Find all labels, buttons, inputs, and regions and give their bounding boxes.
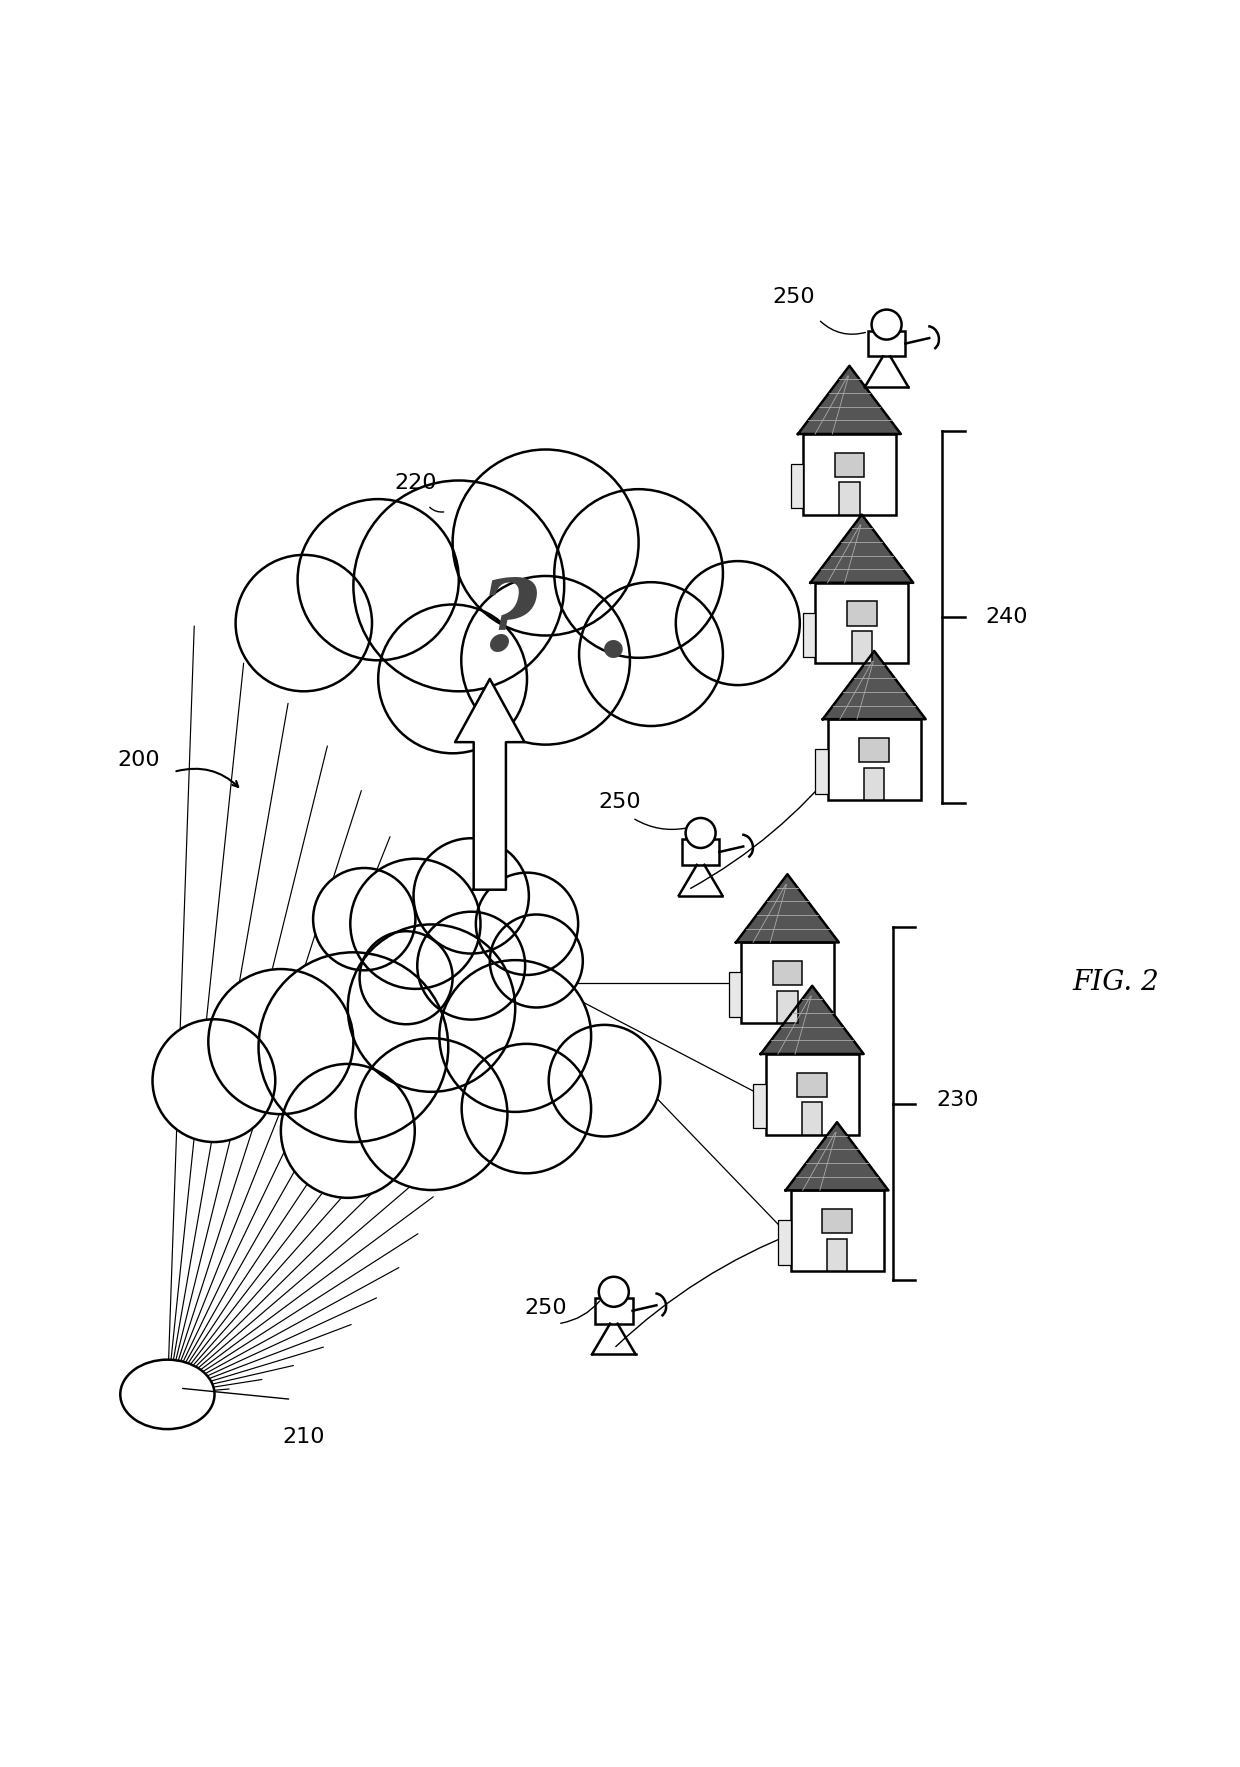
Circle shape xyxy=(872,309,901,339)
Ellipse shape xyxy=(120,1359,215,1430)
Circle shape xyxy=(312,868,415,970)
Circle shape xyxy=(298,498,459,661)
Circle shape xyxy=(439,959,591,1111)
Circle shape xyxy=(549,1025,660,1136)
Bar xyxy=(816,583,908,663)
Circle shape xyxy=(490,915,583,1007)
Text: 250: 250 xyxy=(599,792,641,811)
Circle shape xyxy=(413,838,529,954)
Bar xyxy=(802,1103,822,1134)
Bar xyxy=(777,991,797,1023)
Text: .: . xyxy=(596,581,631,679)
Circle shape xyxy=(356,1039,507,1189)
Text: ?: ? xyxy=(479,574,538,671)
Bar xyxy=(839,482,859,514)
Bar xyxy=(868,330,905,357)
Bar xyxy=(682,839,719,864)
Text: 220: 220 xyxy=(394,474,436,493)
Circle shape xyxy=(461,576,630,744)
Bar xyxy=(852,631,872,663)
Bar xyxy=(827,1239,847,1270)
Polygon shape xyxy=(799,366,900,435)
Circle shape xyxy=(351,859,481,990)
Bar xyxy=(804,435,895,514)
Circle shape xyxy=(476,873,578,975)
Bar xyxy=(864,767,884,800)
Text: 230: 230 xyxy=(936,1090,978,1110)
Bar xyxy=(859,739,889,762)
Circle shape xyxy=(554,489,723,657)
Polygon shape xyxy=(455,679,525,891)
Circle shape xyxy=(378,604,527,753)
Text: 240: 240 xyxy=(986,606,1028,627)
Circle shape xyxy=(347,924,516,1092)
Bar xyxy=(847,601,877,626)
Circle shape xyxy=(208,968,353,1115)
Circle shape xyxy=(280,1064,414,1198)
Circle shape xyxy=(579,581,723,726)
Text: 250: 250 xyxy=(525,1297,567,1318)
Polygon shape xyxy=(761,986,863,1053)
Bar xyxy=(822,1209,852,1233)
Bar xyxy=(754,1085,766,1129)
Circle shape xyxy=(353,481,564,691)
Circle shape xyxy=(258,952,449,1141)
Polygon shape xyxy=(786,1122,888,1191)
Circle shape xyxy=(686,818,715,848)
Bar xyxy=(742,942,835,1023)
Bar xyxy=(766,1053,858,1134)
Circle shape xyxy=(236,555,372,691)
Bar xyxy=(797,1073,827,1097)
Bar xyxy=(816,749,828,793)
Bar xyxy=(804,613,816,657)
Bar xyxy=(779,1221,791,1265)
Bar xyxy=(791,465,804,509)
Circle shape xyxy=(676,562,800,686)
Circle shape xyxy=(461,1044,591,1173)
Text: 200: 200 xyxy=(118,749,160,769)
Bar xyxy=(835,452,864,477)
Polygon shape xyxy=(737,875,838,942)
Bar xyxy=(595,1297,632,1323)
Bar xyxy=(773,961,802,986)
Circle shape xyxy=(417,912,526,1020)
Polygon shape xyxy=(811,514,913,583)
Bar xyxy=(828,719,920,800)
Text: 210: 210 xyxy=(283,1426,325,1447)
Circle shape xyxy=(453,449,639,636)
Circle shape xyxy=(153,1020,275,1141)
Bar xyxy=(791,1191,883,1270)
Circle shape xyxy=(599,1278,629,1308)
Text: 250: 250 xyxy=(773,286,815,307)
Text: FIG. 2: FIG. 2 xyxy=(1073,970,1159,997)
Bar xyxy=(729,972,742,1016)
Polygon shape xyxy=(823,650,925,719)
Circle shape xyxy=(360,931,453,1025)
